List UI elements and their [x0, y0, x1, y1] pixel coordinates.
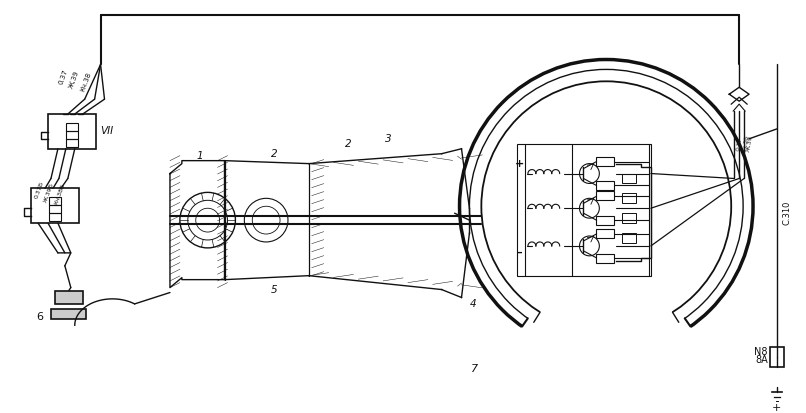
Text: Ж.39: Ж.39 — [746, 135, 754, 152]
Bar — [622, 173, 636, 183]
Bar — [48, 114, 96, 149]
Text: +: + — [514, 159, 524, 169]
Text: С.310: С.310 — [783, 201, 791, 225]
Text: +: + — [772, 403, 782, 413]
Bar — [55, 290, 83, 304]
Bar — [49, 213, 61, 221]
Text: 0.37Б: 0.37Б — [34, 181, 44, 200]
Text: N8: N8 — [754, 347, 768, 357]
Bar — [49, 197, 61, 205]
Text: 3: 3 — [384, 134, 392, 144]
Text: 7: 7 — [471, 364, 478, 374]
Bar — [622, 213, 636, 223]
Bar — [31, 188, 79, 223]
Bar — [596, 181, 614, 190]
Text: 0.37: 0.37 — [57, 69, 69, 86]
Text: 4: 4 — [470, 299, 476, 309]
Bar — [596, 229, 614, 238]
Bar — [596, 216, 614, 225]
Text: Ж.39: Ж.39 — [68, 69, 80, 89]
Text: 5: 5 — [271, 285, 277, 294]
Bar — [66, 123, 77, 131]
Bar — [66, 131, 77, 139]
Text: 1: 1 — [197, 151, 203, 161]
Text: 6: 6 — [36, 312, 43, 322]
Bar — [51, 309, 85, 319]
Text: 8A: 8A — [755, 355, 768, 365]
Bar — [596, 254, 614, 263]
Text: Кч.38Б: Кч.38Б — [54, 183, 66, 206]
Bar — [596, 157, 614, 166]
Text: 2: 2 — [271, 149, 277, 159]
Bar — [49, 205, 61, 213]
Text: –: – — [516, 248, 521, 258]
Bar — [622, 233, 636, 243]
Bar — [770, 347, 783, 367]
Bar — [596, 191, 614, 200]
Bar — [622, 193, 636, 203]
Text: 0.37: 0.37 — [736, 137, 743, 151]
Bar — [66, 139, 77, 147]
Text: VII: VII — [101, 126, 114, 136]
Bar — [517, 144, 651, 275]
Text: Ж.39Б: Ж.39Б — [43, 182, 55, 203]
Text: Кч.38: Кч.38 — [742, 135, 750, 153]
Text: Кч.38: Кч.38 — [80, 71, 92, 92]
Text: 2: 2 — [345, 139, 351, 149]
